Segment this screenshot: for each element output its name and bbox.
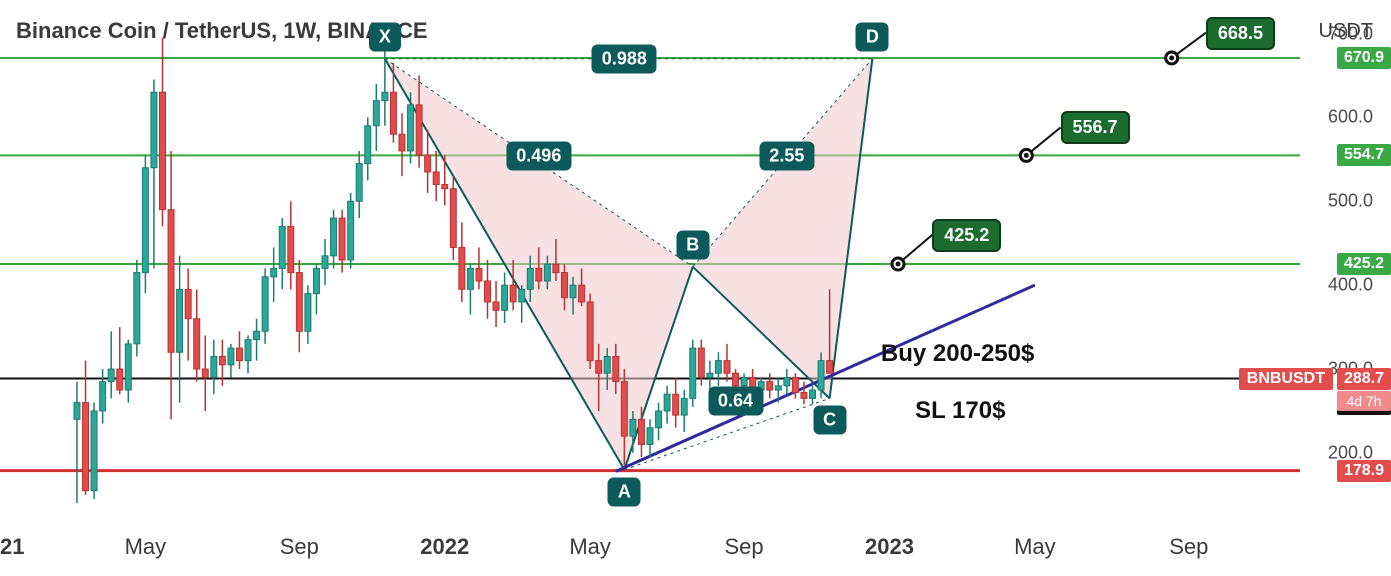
countdown-tag: 4d 7h xyxy=(1337,391,1391,411)
chart-root: Binance Coin / TetherUS, 1W, BINANCE 668… xyxy=(0,0,1391,576)
text-annotation: Buy 200-250$ xyxy=(881,340,1034,368)
price-tag: 178.9 xyxy=(1337,460,1391,482)
x-tick: 2023 xyxy=(865,534,914,560)
price-tag: 425.2 xyxy=(1337,253,1391,275)
pattern-point-A: A xyxy=(608,477,641,506)
price-tag: 554.7 xyxy=(1337,144,1391,166)
pattern-point-D: D xyxy=(856,22,889,51)
y-tick: 600.0 xyxy=(1328,107,1373,128)
plot-area[interactable]: 668.5 556.7 425.2 X A B C D 0.988 0.496 2.55 0.64 Bu… xyxy=(0,0,1300,520)
price-tag: 670.9 xyxy=(1337,47,1391,69)
target-label: 425.2 xyxy=(932,219,1001,252)
x-tick: Sep xyxy=(280,534,319,560)
y-tick: 400.0 xyxy=(1328,275,1373,296)
x-tick: 2022 xyxy=(420,534,469,560)
pattern-point-X: X xyxy=(369,22,401,51)
ratio-label: 0.496 xyxy=(506,142,571,171)
target-label: 556.7 xyxy=(1061,111,1130,144)
x-tick: May xyxy=(125,534,167,560)
x-tick: May xyxy=(1014,534,1056,560)
y-tick: 700.0 xyxy=(1328,23,1373,44)
x-tick: May xyxy=(569,534,611,560)
x-axis: 2021 May Sep 2022 May Sep 2023 May Sep xyxy=(0,520,1300,576)
text-annotation: SL 170$ xyxy=(915,397,1005,425)
x-tick: Sep xyxy=(1169,534,1208,560)
y-tick: 500.0 xyxy=(1328,191,1373,212)
y-axis: USDT 700.0600.0500.0400.0300.0200.0670.9… xyxy=(1300,0,1391,520)
x-tick: 2021 xyxy=(0,534,24,560)
candles-svg xyxy=(0,0,1300,520)
pattern-point-C: C xyxy=(813,406,846,435)
pattern-point-B: B xyxy=(676,230,709,259)
x-tick: Sep xyxy=(725,534,764,560)
ratio-label: 2.55 xyxy=(759,142,814,171)
price-tag: 288.7 xyxy=(1337,368,1391,390)
ratio-label: 0.64 xyxy=(708,386,763,415)
ratio-label: 0.988 xyxy=(592,44,657,73)
target-label: 668.5 xyxy=(1206,17,1275,50)
symbol-tag: BNBUSDT xyxy=(1239,368,1333,390)
